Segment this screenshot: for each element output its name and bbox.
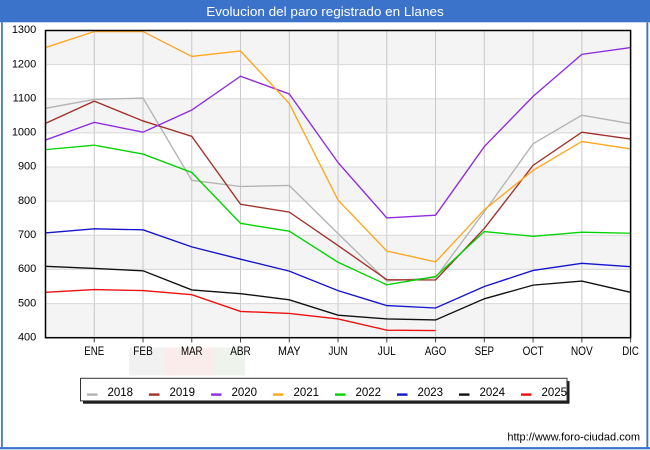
svg-text:2024: 2024 xyxy=(480,387,506,399)
svg-text:700: 700 xyxy=(18,229,36,241)
svg-text:2022: 2022 xyxy=(356,387,382,399)
svg-text:NOV: NOV xyxy=(571,344,594,358)
svg-text:1100: 1100 xyxy=(13,92,37,104)
svg-text:OCT: OCT xyxy=(523,344,544,358)
svg-text:1000: 1000 xyxy=(12,127,36,139)
svg-text:MAR: MAR xyxy=(181,344,203,358)
svg-text:500: 500 xyxy=(18,297,36,309)
svg-text:SEP: SEP xyxy=(475,344,495,358)
svg-text:ENE: ENE xyxy=(84,344,104,358)
svg-text:2023: 2023 xyxy=(418,387,444,399)
svg-text:AGO: AGO xyxy=(425,344,447,358)
svg-text:2019: 2019 xyxy=(170,387,196,399)
svg-text:JUN: JUN xyxy=(329,344,348,358)
svg-text:900: 900 xyxy=(18,161,36,173)
svg-text:DIC: DIC xyxy=(622,344,639,358)
svg-text:2025: 2025 xyxy=(542,387,568,399)
svg-text:2021: 2021 xyxy=(294,387,320,399)
svg-text:ABR: ABR xyxy=(230,344,251,358)
svg-text:MAY: MAY xyxy=(278,344,301,358)
svg-text:JUL: JUL xyxy=(378,344,396,358)
svg-text:FEB: FEB xyxy=(133,344,153,358)
svg-text:1300: 1300 xyxy=(12,24,36,36)
svg-text:400: 400 xyxy=(18,331,36,343)
svg-text:http://www.foro-ciudad.com: http://www.foro-ciudad.com xyxy=(507,432,640,444)
svg-text:600: 600 xyxy=(18,263,36,275)
svg-text:2020: 2020 xyxy=(232,387,258,399)
svg-text:Evolucion del paro registrado: Evolucion del paro registrado en Llanes xyxy=(206,4,444,19)
svg-text:1200: 1200 xyxy=(12,58,36,70)
svg-text:800: 800 xyxy=(18,195,36,207)
svg-text:2018: 2018 xyxy=(108,387,134,399)
